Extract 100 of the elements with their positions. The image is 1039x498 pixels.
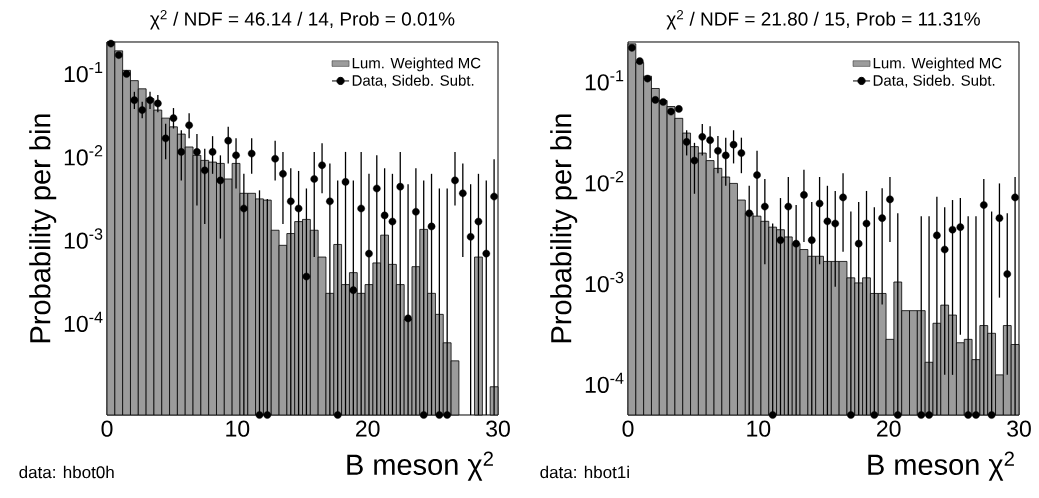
point xyxy=(870,411,879,419)
point xyxy=(302,272,311,281)
point xyxy=(721,151,730,160)
point xyxy=(419,411,428,419)
point xyxy=(435,411,444,419)
legend-label: Lum. Weighted MC xyxy=(873,57,1002,72)
point xyxy=(185,121,193,130)
point xyxy=(839,193,847,202)
point xyxy=(318,161,326,170)
y-tick-label: 10$^{-3}$ xyxy=(585,271,624,293)
point xyxy=(396,182,405,191)
x-tick-label: 30 xyxy=(1007,420,1031,437)
point xyxy=(107,39,115,48)
point xyxy=(948,225,957,234)
y-tick-label: 10$^{-1}$ xyxy=(585,70,624,91)
point xyxy=(1011,193,1019,202)
point xyxy=(200,166,209,175)
y-tick-label: 10$^{-2}$ xyxy=(585,170,624,192)
point xyxy=(831,219,840,228)
y-tick-label: 10$^{-1}$ xyxy=(64,61,103,83)
legend-label: Data, Sideb. Subt. xyxy=(352,74,474,88)
point xyxy=(154,99,162,108)
point xyxy=(682,138,691,146)
point xyxy=(271,154,279,163)
chart-title: χ$^{2}$ / NDF = 46.14 / 14, Prob = 0.01% xyxy=(150,9,455,30)
x-tick-label: 10 xyxy=(226,420,250,437)
point xyxy=(659,98,667,106)
y-tick-label: 10$^{-4}$ xyxy=(585,372,624,394)
point xyxy=(427,222,436,231)
point xyxy=(247,149,256,158)
point xyxy=(823,217,832,226)
point xyxy=(776,236,785,244)
point xyxy=(193,148,201,156)
point xyxy=(474,217,483,226)
point xyxy=(815,199,824,208)
point xyxy=(216,176,225,185)
point xyxy=(404,314,412,323)
point xyxy=(737,149,746,157)
point xyxy=(122,70,131,78)
point xyxy=(146,96,154,104)
point xyxy=(130,96,139,104)
point xyxy=(208,148,217,156)
point xyxy=(940,245,949,254)
point xyxy=(177,148,186,156)
point xyxy=(792,239,800,248)
point xyxy=(232,151,240,160)
y-axis-title: Probability per bin xyxy=(550,114,578,343)
point xyxy=(807,236,816,244)
point xyxy=(240,204,248,213)
point xyxy=(761,202,769,211)
point xyxy=(753,171,761,179)
point xyxy=(690,156,699,165)
point xyxy=(745,209,754,218)
point xyxy=(698,133,707,141)
text: data: hbot1i xyxy=(540,465,629,479)
y-tick-label: 10$^{-3}$ xyxy=(64,228,103,249)
point xyxy=(628,44,636,52)
point xyxy=(956,223,965,231)
point xyxy=(451,176,459,185)
legend-label: Lum. Weighted MC xyxy=(352,57,481,72)
point xyxy=(729,140,738,149)
point xyxy=(667,107,675,116)
point xyxy=(482,249,491,258)
point xyxy=(373,184,381,193)
point xyxy=(878,214,886,222)
x-tick-label: 20 xyxy=(356,420,380,437)
point xyxy=(138,106,146,114)
point xyxy=(917,411,926,419)
point xyxy=(995,214,1004,222)
point xyxy=(980,201,988,209)
point xyxy=(161,134,170,143)
point xyxy=(800,191,808,199)
point xyxy=(459,189,467,198)
x-tick-label: 10 xyxy=(747,420,771,437)
point xyxy=(357,204,365,213)
point xyxy=(294,204,303,213)
point xyxy=(893,411,902,419)
point xyxy=(114,51,123,59)
point xyxy=(224,136,233,145)
point xyxy=(651,96,660,104)
legend-label: Data, Sideb. Subt. xyxy=(873,74,995,88)
point xyxy=(349,286,358,294)
point xyxy=(635,57,644,65)
point xyxy=(490,192,498,201)
chart-title: χ$^{2}$ / NDF = 21.80 / 15, Prob = 11.31% xyxy=(666,9,980,30)
point xyxy=(1003,270,1012,278)
x-tick-label: 20 xyxy=(877,420,901,437)
point xyxy=(643,74,652,83)
point xyxy=(784,202,793,211)
point xyxy=(933,231,941,240)
point xyxy=(412,207,420,216)
point xyxy=(466,233,475,241)
x-axis-title: B meson χ$^{2}$ xyxy=(347,451,493,481)
point xyxy=(326,197,334,206)
x-tick-label: 0 xyxy=(101,420,113,437)
point xyxy=(675,105,683,113)
y-tick-label: 10$^{-2}$ xyxy=(64,145,103,166)
point xyxy=(365,249,373,258)
point xyxy=(279,170,287,178)
point xyxy=(706,136,714,144)
